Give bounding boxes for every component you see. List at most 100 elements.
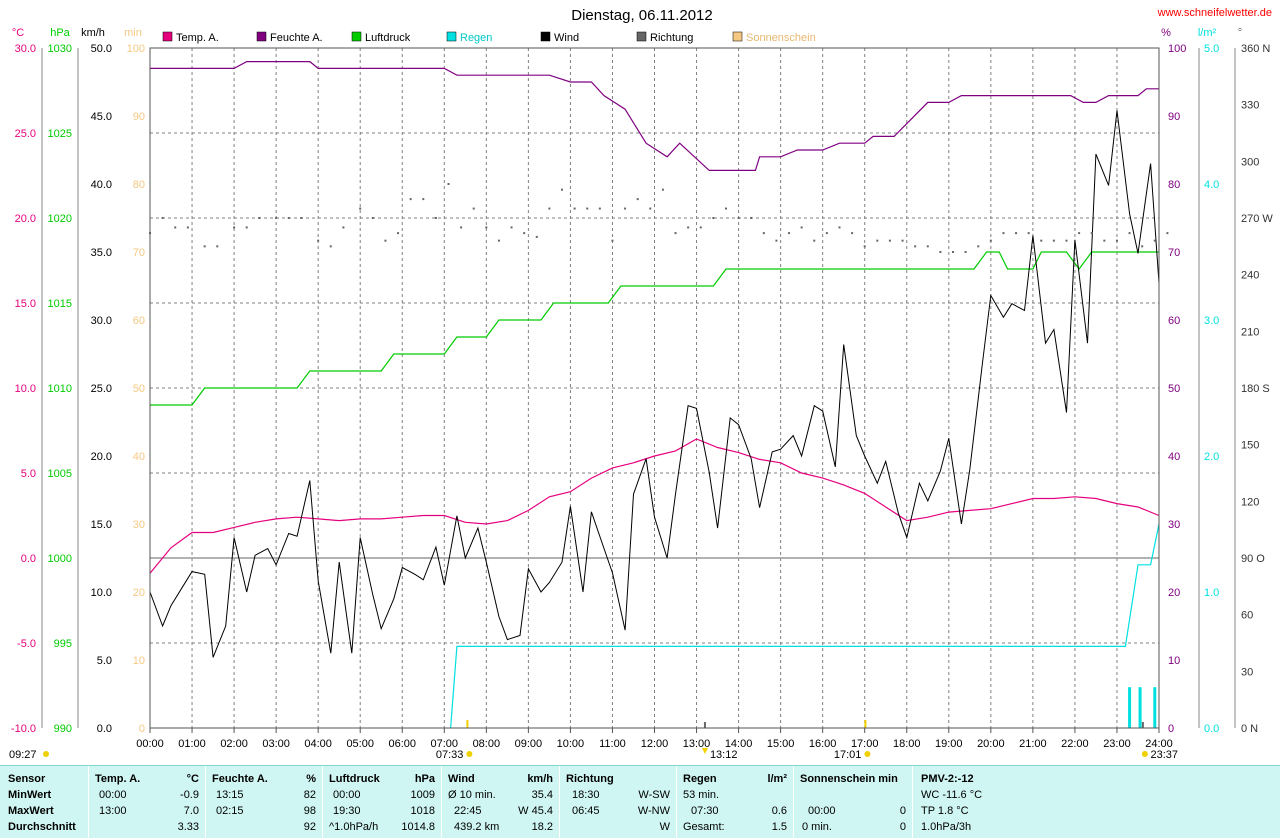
sun-icon	[1141, 751, 1148, 757]
temp-a-line	[149, 438, 1160, 574]
legend-label-4[interactable]: Wind	[554, 32, 579, 44]
temp-axis-tick-label: 10.0	[15, 383, 36, 395]
direction-point	[825, 232, 828, 235]
stats-header-rain-unit: l/m²	[767, 773, 787, 785]
rain-axis-tick-label: 3.0	[1204, 315, 1219, 327]
humidity-axis-tick-label: 90	[1168, 111, 1180, 123]
weather-chart: Dienstag, 06.11.2012 www.schneifelwetter…	[9, 7, 1273, 761]
legend-label-0[interactable]: Temp. A.	[176, 32, 219, 44]
x-axis-tick-label: 14:00	[725, 738, 753, 750]
stats-temp-min-time: 00:00	[99, 789, 127, 801]
stats-dir-max-value: W-NW	[637, 805, 670, 817]
direction-point	[317, 239, 320, 242]
x-axis-tick-label: 24:00	[1145, 738, 1173, 750]
x-axis-tick-label: 08:00	[473, 738, 501, 750]
direction-point	[724, 207, 727, 210]
legend-swatch-0[interactable]	[162, 31, 173, 42]
direction-axis-tick-label: 120	[1241, 496, 1259, 508]
sunshine-unit-label: min	[124, 27, 142, 39]
pressure-axis-tick-label: 1005	[48, 468, 72, 480]
direction-point	[586, 207, 589, 210]
regen-line	[450, 523, 1160, 729]
direction-axis-tick-label: 60	[1241, 610, 1253, 622]
direction-point	[548, 207, 551, 210]
rain-axis-tick-label: 2.0	[1204, 451, 1219, 463]
sunset-time-label: 17:01	[834, 749, 862, 761]
moon-icon	[701, 748, 708, 754]
stats-header-sunshine: Sonnenschein min	[800, 773, 898, 785]
legend-label-3[interactable]: Regen	[460, 32, 492, 44]
stats-wind-avg10-label: Ø 10 min.	[448, 789, 496, 801]
stats-hum-avg-value: 92	[303, 821, 316, 833]
direction-point	[813, 239, 816, 242]
stats-header-pmv: PMV-2:-12	[921, 773, 974, 785]
rain-axis-tick-label: 4.0	[1204, 179, 1219, 191]
legend-swatch-6[interactable]	[732, 31, 743, 42]
direction-point	[1078, 232, 1081, 235]
feuchte-a-line	[150, 61, 1159, 171]
plot-frame	[149, 47, 1160, 729]
stats-dir-min-time: 18:30	[572, 789, 600, 801]
rain-axis-tick-label: 0.0	[1204, 723, 1219, 735]
sunshine-axis-tick-label: 80	[133, 179, 145, 191]
stats-wind-avg-value: 18.2	[531, 821, 553, 833]
legend-swatch-3[interactable]	[446, 31, 457, 42]
stats-press-max-value: 1018	[410, 805, 435, 817]
direction-point	[624, 207, 627, 210]
direction-point	[1115, 239, 1118, 242]
sunshine-axis-tick-label: 50	[133, 383, 145, 395]
stats-header-wind: Wind	[448, 773, 475, 785]
direction-point	[216, 245, 219, 248]
humidity-axis-tick-label: 100	[1168, 43, 1186, 55]
x-axis-tick-label: 18:00	[893, 738, 921, 750]
humidity-axis-tick-label: 50	[1168, 383, 1180, 395]
wind-axis-tick-label: 25.0	[91, 383, 112, 395]
sunshine-axis-tick-label: 20	[133, 587, 145, 599]
axes: 30.025.020.015.010.05.00.0-5.0-10.010301…	[11, 43, 1273, 750]
direction-point	[447, 183, 450, 185]
legend-swatch-4[interactable]	[540, 31, 551, 42]
stats-sun-max-time: 00:00	[808, 805, 836, 817]
direction-point	[485, 226, 488, 229]
direction-point	[203, 245, 206, 248]
direction-axis-tick-label: 240	[1241, 270, 1259, 282]
rain-bar	[1138, 687, 1142, 728]
x-axis-tick-label: 01:00	[178, 738, 206, 750]
direction-axis-tick-label: 30	[1241, 666, 1253, 678]
direction-axis-tick-label: 90 O	[1241, 553, 1265, 565]
legend-swatch-2[interactable]	[351, 31, 362, 42]
sunshine-axis-tick-label: 0	[139, 723, 145, 735]
stats-hum-max-time: 02:15	[216, 805, 244, 817]
legend-label-5[interactable]: Richtung	[650, 32, 693, 44]
direction-point	[472, 207, 475, 210]
stats-col-humidity: Feuchte A. % 13:15 82 02:15 98 92	[206, 766, 323, 838]
direction-point	[409, 198, 412, 201]
direction-axis-tick-label: 150	[1241, 440, 1259, 452]
direction-point	[687, 226, 690, 229]
legend-label-6[interactable]: Sonnenschein	[746, 32, 816, 44]
direction-point	[161, 217, 164, 219]
website-link[interactable]: www.schneifelwetter.de	[1157, 7, 1272, 19]
stats-header-pressure: Luftdruck	[329, 773, 380, 785]
wind-axis-tick-label: 5.0	[97, 655, 112, 667]
direction-axis-tick-label: 210	[1241, 326, 1259, 338]
statistics-panel: Sensor MinWert MaxWert Durchschnitt Temp…	[0, 765, 1280, 838]
sun-icon	[466, 751, 473, 757]
stats-temp-max-value: 7.0	[183, 805, 199, 817]
direction-point	[174, 226, 177, 229]
legend-swatch-1[interactable]	[256, 31, 267, 42]
wind-axis-tick-label: 40.0	[91, 179, 112, 191]
legend-swatch-5[interactable]	[636, 31, 647, 42]
stats-temp-min-value: -0.9	[180, 789, 199, 801]
direction-point	[1065, 239, 1068, 242]
direction-point	[788, 232, 791, 235]
legend-label-1[interactable]: Feuchte A.	[270, 32, 323, 44]
stats-header-wind-unit: km/h	[527, 773, 553, 785]
direction-point	[384, 239, 387, 242]
legend-label-2[interactable]: Luftdruck	[365, 32, 411, 44]
wind-axis-tick-label: 35.0	[91, 247, 112, 259]
direction-point	[258, 217, 261, 219]
direction-point	[737, 217, 740, 219]
direction-point	[1027, 232, 1030, 235]
stats-dir-min-value: W-SW	[638, 789, 670, 801]
